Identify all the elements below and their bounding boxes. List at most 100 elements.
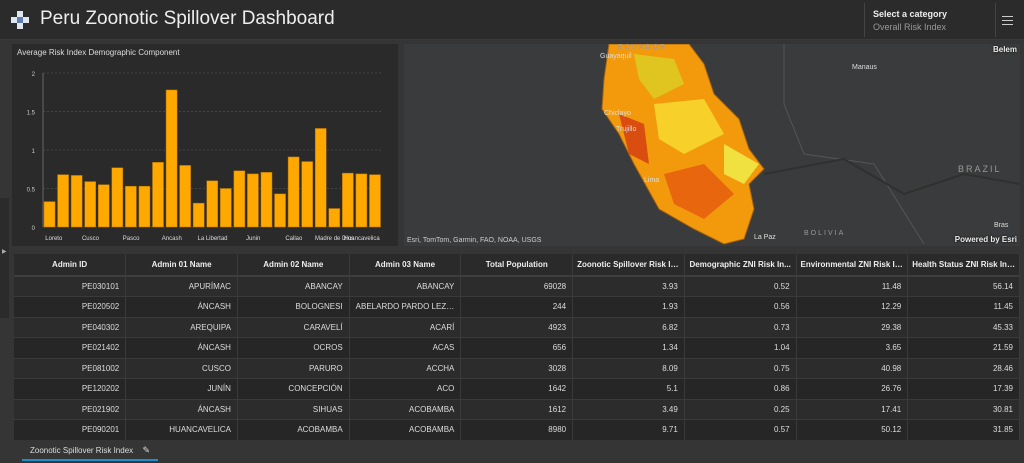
map-powered-by[interactable]: Powered by Esri [954,235,1017,244]
column-header[interactable]: Admin 02 Name [237,254,350,277]
bar[interactable] [342,172,354,228]
table-cell: 9.71 [572,419,685,440]
table-cell: 244 [460,296,574,318]
bar[interactable] [70,175,83,228]
table-cell: SIHUAS [237,399,350,420]
map-view[interactable]: ECUADOR Guayaquil Manaus Belem Chiclayo … [404,44,1020,246]
table-cell: PE120202 [14,378,127,400]
table-cell: 8.09 [572,358,685,379]
bar[interactable] [192,202,205,228]
map-attribution[interactable]: Esri, TomTom, Garmin, FAO, NOAA, USGS [407,237,542,244]
x-tick-label: La Libertad [197,236,227,242]
table-cell: JUNÍN [125,378,238,400]
table-row[interactable]: PE120202 JUNÍN CONCEPCIÓN ACO 1642 5.1 0.86 26.… [14,378,1020,400]
bar[interactable] [287,156,300,228]
tab-zoonotic-spillover-risk-index[interactable]: Zoonotic Spillover Risk Index ✎ [22,441,158,461]
table-cell: 0.57 [684,419,797,440]
bar[interactable] [43,201,56,228]
column-header[interactable]: Health Status ZNI Risk Index [907,254,1020,277]
table-cell: APURÍMAC [125,276,238,297]
table-cell: 40.98 [796,358,909,379]
table-cell: 30.81 [907,399,1020,420]
table-cell: 3.93 [572,276,685,297]
table-row[interactable]: PE020502 ÁNCASH BOLOGNESI ABELARDO PARDO LE… [14,296,1020,318]
table-cell: AREQUIPA [125,317,238,338]
page-title: Peru Zoonotic Spillover Dashboard [40,8,335,29]
table-row[interactable]: PE021902 ÁNCASH SIHUAS ACOBAMBA 1612 3.49 0.25… [14,399,1020,420]
chevron-right-icon: ▶ [2,249,7,255]
bar[interactable] [274,193,286,228]
table-cell: PE090201 [14,419,127,440]
bar[interactable] [206,180,219,228]
bar[interactable] [165,89,178,228]
bar[interactable] [355,173,368,228]
bar[interactable] [233,170,246,228]
bar[interactable] [125,185,137,228]
table-cell: ACARÍ [349,317,462,338]
bar[interactable] [328,208,341,228]
category-selector[interactable]: Select a category Overall Risk Index [864,3,994,37]
column-header[interactable]: Admin 01 Name [125,254,238,277]
map-label-ecuador: ECUADOR [618,44,668,51]
bar[interactable] [369,174,381,228]
bar[interactable] [179,165,191,228]
tab-label: Zoonotic Spillover Risk Index [30,446,134,455]
table-row[interactable]: PE090201 HUANCAVELICA ACOBAMBA ACOBAMBA 8980… [14,419,1020,440]
y-tick-label: 1 [32,149,36,155]
table-cell: 12.29 [796,296,909,318]
map-label-guayaquil: Guayaquil [600,53,632,60]
table-cell: PARURO [237,358,350,379]
table-cell: 69028 [460,276,574,297]
table-cell: ACOBAMBA [349,419,462,440]
table-cell: ACCHA [349,358,462,379]
edit-icon[interactable]: ✎ [142,445,150,455]
column-header[interactable]: Admin 03 Name [349,254,462,277]
bar[interactable] [111,167,124,228]
sidebar-toggle[interactable]: ▶ [0,198,9,318]
column-header[interactable]: Admin ID [14,254,127,277]
table-cell: PE020502 [14,296,127,318]
map-label-manaus: Manaus [852,64,877,71]
table-row[interactable]: PE040302 AREQUIPA CARAVELÍ ACARÍ 4923 6.82 0.7… [14,317,1020,338]
bar[interactable] [152,162,164,228]
table-cell: ACO [349,378,462,400]
x-tick-label: Loreto [45,236,63,242]
table-cell: PE030101 [14,276,127,297]
map-label-lima: Lima [644,177,660,184]
data-table: Admin ID Admin 01 Name Admin 02 Name Admin … [14,254,1020,440]
chart-title: Average Risk Index Demographic Component [17,48,180,57]
bar[interactable] [97,184,110,228]
table-cell: CUSCO [125,358,238,379]
table-cell: 17.41 [796,399,909,420]
table-cell: 6.82 [572,317,685,338]
bar[interactable] [301,161,313,228]
bar-chart: 0 0.5 1 1.5 2 Loreto Cusco Pasco Ancash La Libert… [27,72,382,242]
table-cell: 0.25 [684,399,797,420]
table-cell: BOLOGNESI [237,296,350,318]
table-cell: OCROS [237,337,350,359]
x-tick-label: Madre de Dios [315,236,354,242]
bar[interactable] [220,188,232,228]
table-row[interactable]: PE081002 CUSCO PARURO ACCHA 3028 8.09 0.75 40.9… [14,358,1020,379]
bar[interactable] [314,128,327,228]
table-cell: 0.56 [684,296,797,318]
bar[interactable] [260,172,273,228]
bar[interactable] [138,185,151,228]
bar[interactable] [247,173,259,228]
header: Peru Zoonotic Spillover Dashboard Select… [0,0,1024,40]
table-cell: 21.59 [907,337,1020,359]
bar[interactable] [84,181,96,228]
x-tick-label: Junin [246,236,260,242]
map-label-bras: Bras [994,222,1009,229]
column-header[interactable]: Total Population [460,254,574,277]
table-row[interactable]: PE021402 ÁNCASH OCROS ACAS 656 1.34 1.04 3.65 21… [14,337,1020,359]
table-cell: ÁNCASH [125,399,238,420]
table-row[interactable]: PE030101 APURÍMAC ABANCAY ABANCAY 69028 3.93 0… [14,276,1020,297]
bar[interactable] [57,174,69,228]
column-header[interactable]: Demographic ZNI Risk In... [684,254,797,277]
column-header[interactable]: Environmental ZNI Risk In... [796,254,909,277]
menu-button[interactable] [995,3,1019,37]
map-label-bolivia: BOLIVIA [804,230,846,237]
column-header[interactable]: Zoonotic Spillover Risk In... [572,254,685,277]
table-cell: 1642 [460,378,574,400]
